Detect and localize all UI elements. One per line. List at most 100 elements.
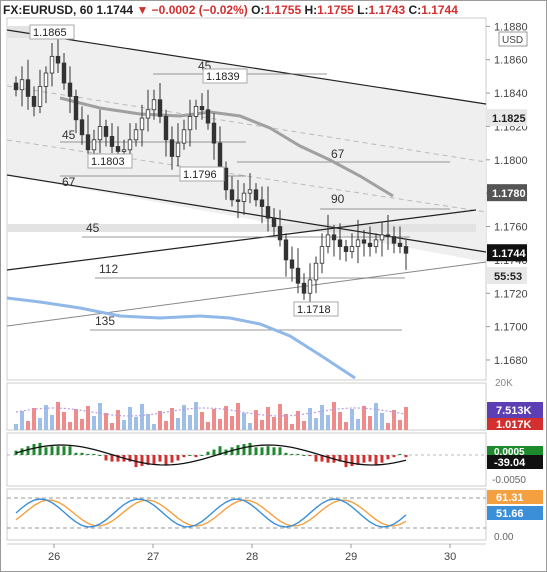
volume-bar: [86, 406, 90, 430]
macd-histogram-bar: [296, 453, 300, 455]
macd-histogram-bar: [44, 447, 48, 455]
volume-bar: [92, 416, 96, 430]
macd-histogram-bar: [248, 442, 252, 455]
candle-body: [313, 262, 319, 281]
symbol-header: FX:EURUSD, 60 1.1744 ▼ −0.0002 (−0.02%) …: [3, 3, 458, 17]
volume-bar: [248, 423, 252, 430]
volume-bar: [56, 402, 60, 430]
volume-bar: [344, 422, 348, 430]
volume-bar: [104, 413, 108, 430]
macd-histogram-bar: [356, 455, 360, 465]
macd-histogram-bar: [290, 453, 294, 455]
candle-body: [223, 167, 229, 191]
candle-body: [121, 149, 127, 152]
price-badge: [487, 244, 527, 262]
candle-body: [151, 99, 157, 111]
price-badge: [487, 109, 527, 127]
candle-body: [157, 99, 163, 117]
ma-slow-line: [59, 96, 394, 198]
macd-histogram-bar: [170, 455, 174, 463]
candle-body: [91, 139, 97, 151]
low-value: 1.1743: [368, 3, 406, 17]
volume-bar: [110, 423, 114, 430]
stoch-axis-label: 0.00: [494, 532, 514, 543]
macd-histogram-bar: [272, 447, 276, 455]
high-value: 1.1755: [317, 3, 354, 17]
ma-fast-line: [6, 296, 356, 380]
fib-label: 45: [62, 128, 76, 142]
fib-label: 67: [62, 175, 76, 189]
macd-histogram-bar: [344, 455, 348, 468]
macd-histogram-bar: [218, 446, 222, 455]
price-tick-label: 1.1860: [494, 55, 528, 67]
trendline-mid: [6, 174, 487, 253]
macd-histogram-bar: [260, 447, 264, 455]
candle-body: [31, 96, 37, 107]
macd-histogram-bar: [56, 446, 60, 455]
price-annotation-label: 1.1839: [206, 71, 240, 83]
candle-body: [229, 189, 235, 201]
volume-bar: [164, 421, 168, 430]
volume-bar: [356, 419, 360, 430]
candle-body: [241, 192, 247, 202]
candle-body: [109, 136, 115, 147]
volume-bar: [128, 407, 132, 430]
volume-bar: [380, 413, 384, 430]
macd-histogram-bar: [194, 455, 198, 458]
symbol-label: FX:EURUSD: [3, 3, 74, 17]
volume-bar: [26, 421, 30, 430]
macd-histogram-bar: [380, 455, 384, 463]
candle-body: [283, 239, 289, 261]
stoch-badge-label-2: 51.66: [496, 508, 524, 520]
macd-histogram-bar: [32, 444, 36, 455]
volume-bar: [362, 406, 366, 430]
macd-histogram-bar: [392, 455, 396, 458]
volume-bar: [368, 416, 372, 430]
macd-histogram-bar: [362, 455, 366, 463]
macd-histogram-bar: [140, 455, 144, 466]
price-annotation-box: [179, 166, 225, 182]
volume-bar: [68, 422, 72, 430]
price-badge-label: 1.1825: [492, 113, 526, 125]
candle-body: [181, 129, 187, 144]
macd-histogram-bar: [266, 446, 270, 455]
price-tick-label: 1.1680: [494, 355, 528, 367]
candle-body: [391, 236, 397, 244]
volume-badge-label-2: 1.017K: [496, 419, 532, 431]
macd-histogram-bar: [68, 446, 72, 455]
candle-body: [355, 239, 361, 247]
change-down-icon: ▼: [136, 3, 149, 17]
volume-bar: [116, 410, 120, 430]
volume-bar: [338, 412, 342, 430]
volume-bar: [272, 417, 276, 430]
price-badge-label: 1.1744: [492, 248, 527, 260]
volume-bar: [206, 422, 210, 430]
candle-body: [85, 134, 91, 151]
macd-histogram-bar: [116, 455, 120, 462]
volume-bar: [44, 405, 48, 430]
currency-label: USD: [502, 35, 523, 46]
fib-label: 90: [331, 192, 345, 206]
macd-histogram-bar: [302, 455, 306, 456]
time-tick-label: 29: [345, 551, 357, 563]
macd-histogram-bar: [368, 455, 372, 462]
candle-body: [277, 226, 283, 241]
volume-bar: [236, 403, 240, 430]
macd-histogram-bar: [164, 455, 168, 465]
volume-badge: [487, 402, 543, 418]
price-annotation-box: [293, 301, 339, 317]
price-tick-label: 1.1840: [494, 88, 528, 100]
candle-body: [79, 119, 85, 136]
volume-bar: [194, 402, 198, 430]
fib-label: 112: [99, 262, 118, 276]
price-annotation-box: [87, 153, 133, 169]
volume-bar: [266, 407, 270, 430]
candle-body: [265, 206, 271, 219]
volume-bar: [20, 411, 24, 430]
macd-histogram-bar: [398, 453, 402, 455]
volume-bar: [332, 402, 336, 430]
volume-bar: [146, 414, 150, 430]
volume-bar: [176, 418, 180, 430]
candle-body: [169, 139, 175, 157]
